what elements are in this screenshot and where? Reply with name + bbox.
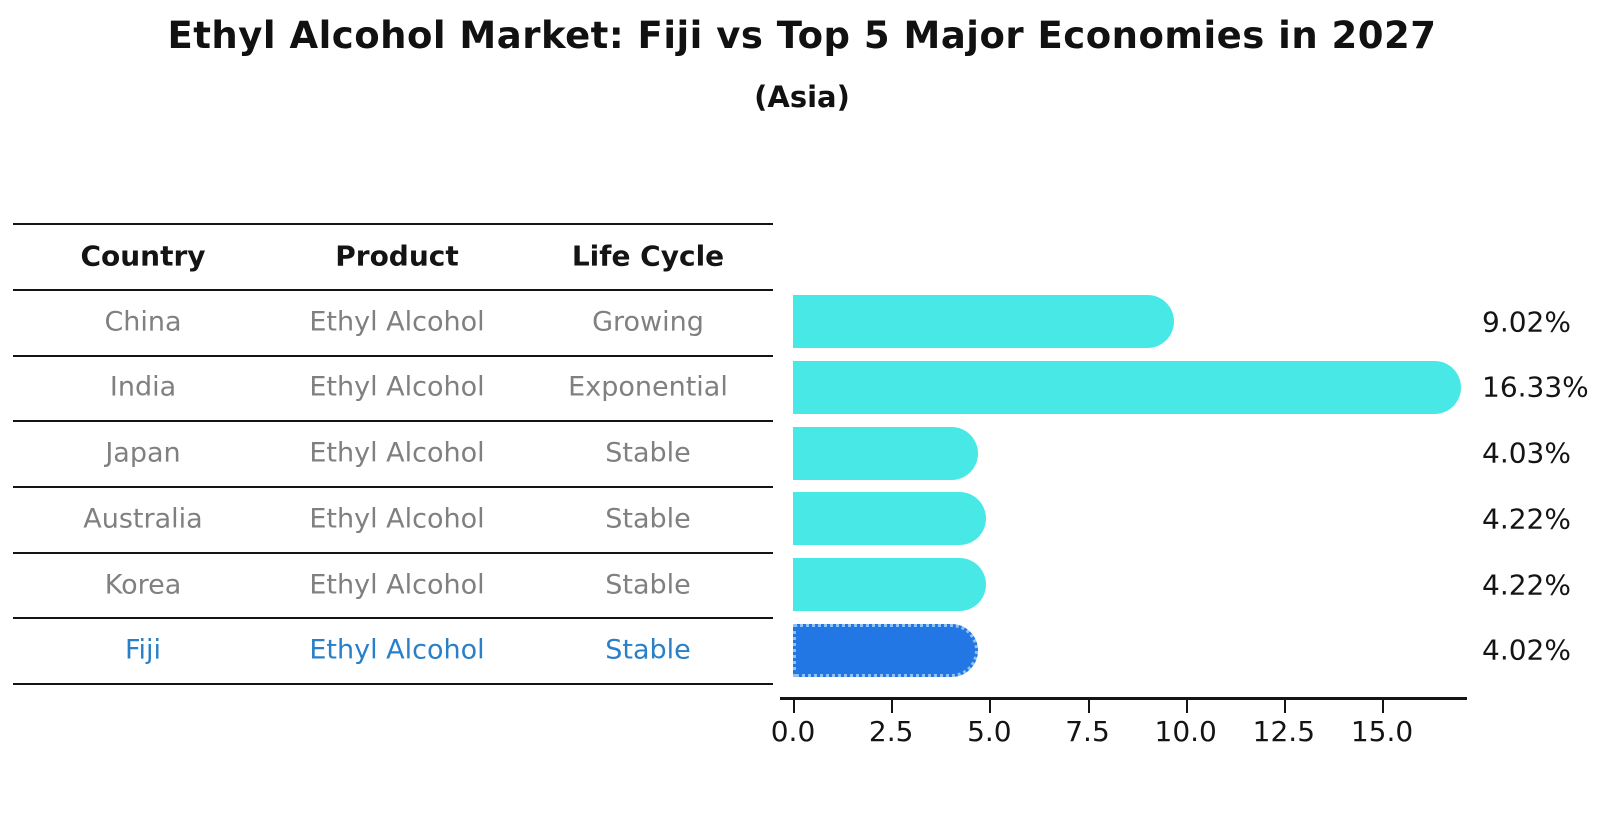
table-cell-product: Ethyl Alcohol [309, 306, 485, 338]
table-cell-country: China [104, 306, 182, 338]
table-cell-life_cycle: Stable [605, 634, 691, 666]
x-tick-mark [1087, 700, 1090, 713]
bar-japan [793, 426, 979, 480]
bar-value-label: 4.03% [1482, 436, 1571, 470]
bar-korea [793, 558, 986, 612]
table-cell-life_cycle: Exponential [568, 371, 728, 403]
table-rule [13, 551, 773, 554]
x-tick-label: 15.0 [1350, 715, 1414, 748]
table-cell-product: Ethyl Alcohol [309, 569, 485, 601]
x-tick-label: 2.5 [868, 715, 914, 748]
table-cell-country: Japan [105, 437, 181, 469]
x-tick-mark [891, 700, 894, 713]
x-tick-label: 7.5 [1065, 715, 1110, 748]
table-rule [13, 223, 773, 226]
bar-value-label: 9.02% [1482, 305, 1571, 339]
x-tick-mark [1382, 700, 1385, 713]
table-rule [13, 288, 773, 291]
table-header-product: Product [335, 239, 459, 273]
x-tick-label: 10.0 [1154, 715, 1217, 748]
table-cell-country: India [109, 371, 177, 403]
bar-value-label: 4.22% [1482, 568, 1571, 602]
bar-india [793, 360, 1462, 414]
table-rule [13, 617, 773, 620]
x-tick-mark [793, 700, 795, 713]
chart-title: Ethyl Alcohol Market: Fiji vs Top 5 Majo… [167, 14, 1437, 57]
table-cell-life_cycle: Stable [605, 503, 691, 535]
table-cell-product: Ethyl Alcohol [309, 503, 485, 535]
chart-subtitle: (Asia) [754, 80, 850, 114]
x-tick-label: 5.0 [967, 715, 1012, 748]
table-cell-life_cycle: Stable [605, 569, 691, 601]
bar-value-label: 16.33% [1482, 370, 1589, 404]
table-cell-product: Ethyl Alcohol [309, 371, 485, 403]
table-cell-life_cycle: Growing [592, 306, 704, 338]
table-cell-country: Fiji [124, 634, 162, 666]
x-tick-label: 12.5 [1252, 715, 1316, 748]
table-rule [13, 486, 773, 488]
table-header-life-cycle: Life Cycle [571, 239, 725, 273]
x-tick-mark [1185, 700, 1188, 713]
x-tick-mark [1283, 700, 1286, 713]
bar-fiji-highlight [793, 623, 978, 677]
x-axis-spine [780, 697, 1467, 700]
table-header-country: Country [80, 239, 206, 273]
x-tick-label: 0.0 [770, 715, 816, 748]
table-cell-product: Ethyl Alcohol [309, 437, 485, 469]
table-rule [13, 354, 773, 357]
table-cell-product: Ethyl Alcohol [309, 634, 485, 666]
bar-china [793, 295, 1175, 349]
table-cell-country: Australia [83, 503, 203, 535]
table-cell-country: Korea [104, 569, 182, 601]
bar-value-label: 4.22% [1482, 502, 1571, 536]
bar-australia [793, 492, 986, 546]
x-tick-mark [989, 700, 992, 713]
table-cell-life_cycle: Stable [605, 437, 691, 469]
table-rule [13, 683, 773, 686]
table-rule [13, 420, 773, 423]
bar-value-label: 4.02% [1482, 633, 1571, 667]
